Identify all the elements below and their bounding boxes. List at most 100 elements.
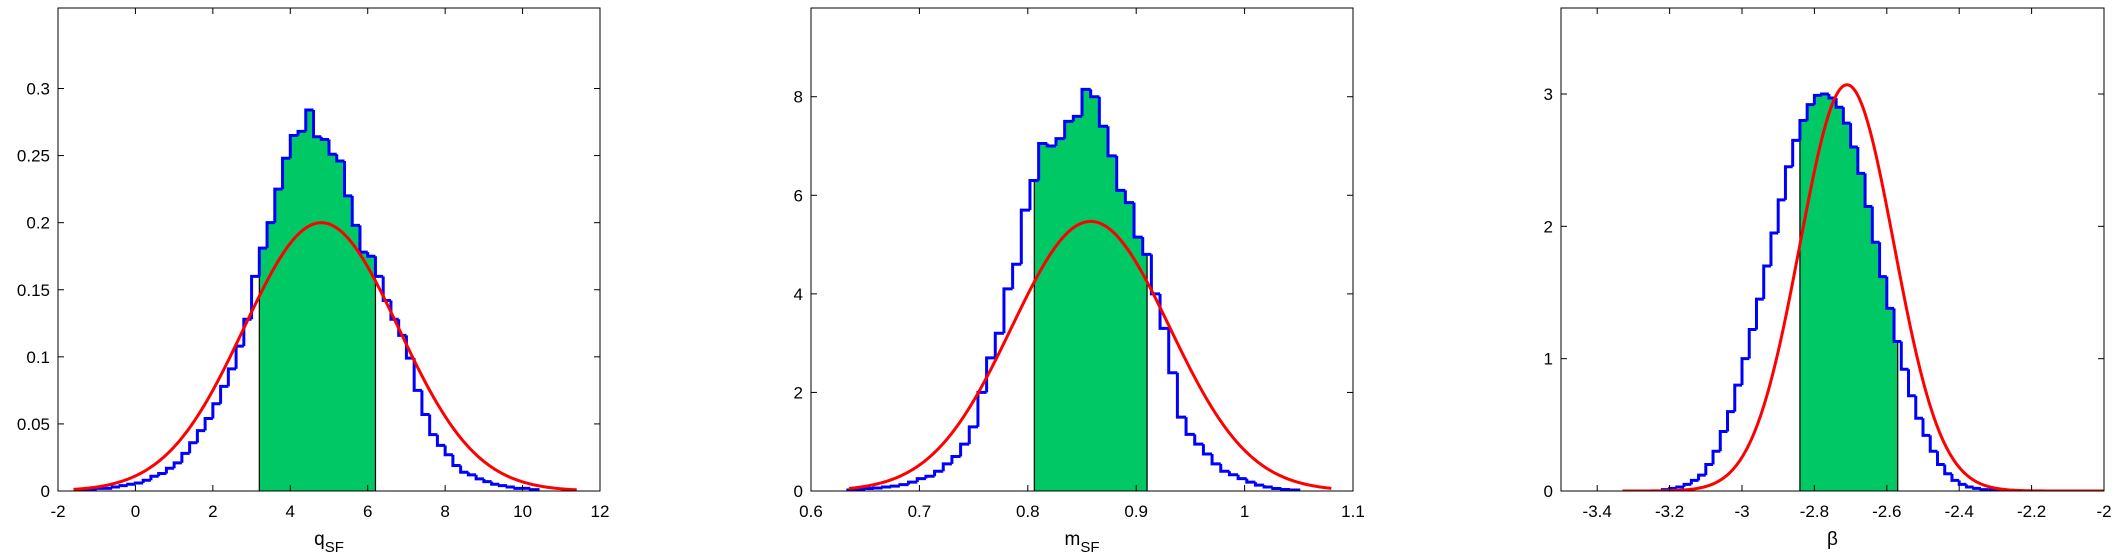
shaded-bar — [259, 248, 268, 491]
histogram-bin — [1037, 142, 1048, 181]
shaded-bar — [1814, 95, 1823, 491]
histogram-bin — [1870, 206, 1880, 244]
histogram-bin — [1271, 487, 1282, 491]
histogram — [846, 87, 1301, 491]
shaded-interval — [259, 109, 377, 491]
shaded-bar — [329, 154, 338, 491]
y-tick-label: 0 — [794, 482, 803, 501]
histogram-bin — [118, 484, 128, 488]
histogram-bin — [226, 367, 237, 387]
histogram-bin — [1002, 287, 1013, 334]
histogram-bin — [312, 109, 322, 139]
shaded-bar — [1879, 276, 1888, 491]
histogram-bin — [234, 344, 244, 369]
shaded-bar — [1857, 173, 1866, 491]
histogram-bin — [1921, 418, 1931, 437]
shaded-bar — [1055, 138, 1066, 491]
x-tick-label: -2.2 — [2017, 502, 2046, 521]
histogram-bin — [915, 477, 926, 483]
histogram-bin — [1950, 473, 1960, 482]
histogram-bin — [505, 485, 515, 489]
histogram-bin — [373, 256, 384, 278]
x-tick-label: -3 — [1734, 502, 1749, 521]
y-tick-label: 0.1 — [26, 348, 50, 367]
histogram-bin — [335, 154, 345, 163]
shaded-bar — [1843, 123, 1852, 491]
y-tick-label: 4 — [794, 285, 803, 304]
x-axis-label-main: β — [1827, 529, 1838, 550]
histogram-bin — [528, 488, 540, 491]
shaded-bar — [1090, 96, 1100, 491]
histogram-bin — [1733, 383, 1742, 412]
shaded-bar — [352, 225, 361, 491]
histogram-bin — [1071, 114, 1082, 122]
histogram-bin — [907, 480, 918, 485]
fit-curve — [73, 221, 577, 491]
shaded-bar — [1134, 237, 1144, 491]
shaded-bar — [1038, 143, 1048, 491]
y-tick-label: 0.2 — [26, 214, 50, 233]
histogram-bin — [1899, 341, 1909, 371]
histogram-bin — [1028, 179, 1039, 211]
histogram-bin — [273, 187, 283, 223]
histogram-bin — [497, 484, 508, 488]
histogram-bin — [1682, 482, 1692, 488]
histogram-bin — [482, 478, 492, 484]
shaded-bar — [1082, 89, 1092, 491]
shaded-bar — [1886, 308, 1895, 491]
histogram-bin — [412, 358, 422, 392]
shaded-bar — [1108, 155, 1118, 491]
histogram-bin — [180, 451, 190, 463]
shaded-bar — [367, 256, 377, 491]
y-tick-label: 6 — [794, 186, 803, 205]
histogram-bin — [1791, 138, 1800, 167]
histogram-bin — [397, 319, 407, 337]
x-tick-label: -2 — [2096, 502, 2111, 521]
histogram-bin — [319, 136, 329, 141]
shaded-bar — [1064, 121, 1074, 491]
histogram-bin — [195, 429, 206, 443]
y-tick-label: 3 — [1544, 85, 1553, 104]
x-tick-label: -2 — [50, 502, 65, 521]
histogram-bin — [959, 442, 970, 457]
shaded-bar — [282, 158, 291, 491]
histogram-bin — [1841, 107, 1851, 125]
shaded-bar — [1799, 120, 1808, 491]
histogram-bin — [1193, 434, 1204, 446]
histogram-bin — [1856, 146, 1866, 175]
histogram-bin — [1820, 92, 1829, 96]
x-tick-label: 6 — [363, 502, 372, 521]
shaded-bar — [290, 135, 299, 491]
histogram-bin — [451, 454, 461, 468]
shaded-bar — [344, 195, 353, 491]
histogram-bin — [1697, 473, 1706, 481]
shaded-bar — [1836, 107, 1844, 491]
histogram-bin — [133, 481, 144, 485]
plot-area — [73, 108, 577, 491]
x-tick-label: 0.6 — [799, 502, 823, 521]
histogram-bin — [288, 133, 299, 159]
histogram-bin — [1754, 297, 1764, 330]
histogram-bin — [1175, 372, 1187, 419]
x-tick-label: 8 — [440, 502, 449, 521]
axes-box — [57, 7, 601, 492]
histogram-bin — [1097, 96, 1109, 128]
histogram-bin — [466, 472, 477, 477]
histogram-bin — [1943, 464, 1952, 476]
histogram-bin — [327, 139, 337, 156]
histogram-bin — [898, 483, 909, 487]
histogram-bin — [967, 425, 978, 445]
histogram-bin — [1892, 308, 1902, 343]
histogram-bin — [381, 276, 391, 302]
histogram-bin — [304, 108, 314, 132]
x-tick-label: 0.9 — [1124, 502, 1148, 521]
histogram-bin — [1740, 357, 1750, 386]
histogram-bin — [1783, 165, 1793, 200]
histogram-bin — [1834, 97, 1844, 109]
x-tick-label: 1.1 — [1341, 502, 1365, 521]
x-tick-label: 4 — [286, 502, 295, 521]
histogram-bin — [1236, 474, 1247, 481]
shaded-bar — [1116, 190, 1126, 491]
histogram-bin — [1863, 173, 1873, 208]
